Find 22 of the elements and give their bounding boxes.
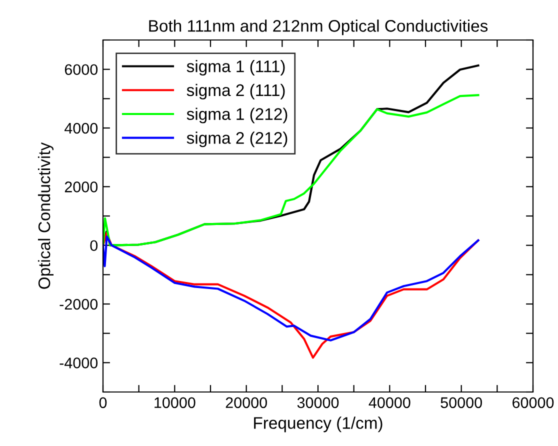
- x-tick-label: 10000: [154, 397, 196, 408]
- x-axis-title: Frequency (1/cm): [254, 416, 382, 432]
- y-tick-label: -2000: [60, 298, 98, 310]
- y-tick-label: 0: [90, 240, 98, 252]
- y-tick-label: -4000: [60, 358, 98, 368]
- x-tick-label: 0: [99, 397, 107, 408]
- legend-label: sigma 1 (212): [186, 108, 288, 124]
- legend-label: sigma 2 (212): [186, 132, 288, 148]
- y-axis-title: Optical Conductivity: [38, 142, 54, 289]
- x-tick-label: 50000: [440, 397, 482, 408]
- y-tick-label: 4000: [64, 122, 98, 134]
- x-tick-label: 20000: [226, 397, 267, 408]
- line-series: [103, 235, 480, 342]
- legend-label: sigma 2 (111): [186, 84, 285, 100]
- y-tick-label: 6000: [64, 64, 98, 76]
- chart-title: Both 111nm and 212nm Optical Conductivities: [149, 20, 488, 36]
- x-tick-label: 60000: [512, 397, 554, 408]
- y-tick-label: 2000: [64, 182, 98, 192]
- line-series: [103, 232, 480, 359]
- x-tick-label: 30000: [297, 397, 339, 408]
- x-tick-label: 40000: [368, 397, 410, 408]
- legend-label: sigma 1 (111): [186, 60, 285, 76]
